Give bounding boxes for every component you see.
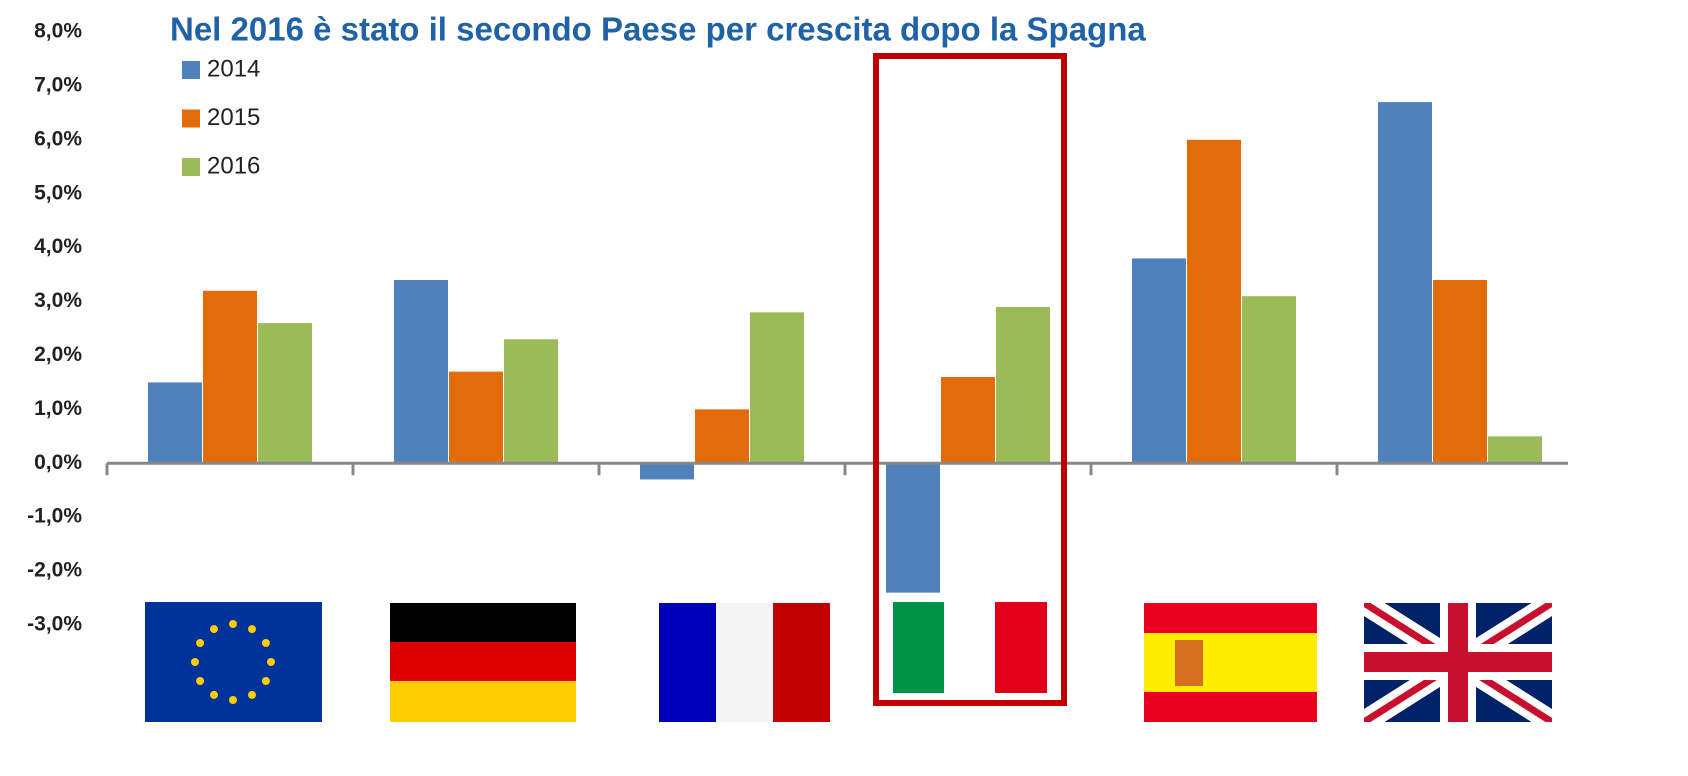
star xyxy=(196,677,205,685)
bar xyxy=(1378,102,1432,464)
bar xyxy=(1242,296,1296,464)
star xyxy=(248,625,256,634)
flag-es xyxy=(1144,603,1317,722)
legend-swatch xyxy=(182,61,200,79)
bar xyxy=(203,290,257,464)
star xyxy=(248,690,256,699)
chart-title: Nel 2016 è stato il secondo Paese per cr… xyxy=(170,11,1146,48)
y-tick-label: 8,0% xyxy=(34,20,82,43)
flag-it xyxy=(893,602,1047,693)
star xyxy=(210,625,218,634)
flag-fr xyxy=(659,603,830,722)
bar xyxy=(1433,279,1487,464)
bar xyxy=(1132,258,1186,464)
flag-uk xyxy=(1364,603,1552,722)
y-tick-label: 7,0% xyxy=(34,73,82,96)
y-tick-label: 4,0% xyxy=(34,235,82,258)
bar xyxy=(886,463,940,593)
y-tick-label: 5,0% xyxy=(34,181,82,204)
star xyxy=(267,658,275,666)
y-tick-label: 6,0% xyxy=(34,127,82,150)
legend-swatch xyxy=(182,158,200,176)
bar xyxy=(258,323,312,464)
y-tick-label: 3,0% xyxy=(34,289,82,312)
bar xyxy=(996,306,1050,464)
bar xyxy=(750,312,804,464)
flags xyxy=(145,602,1552,722)
star xyxy=(229,696,237,704)
y-tick-label: 0,0% xyxy=(34,451,82,474)
y-tick-label: 1,0% xyxy=(34,397,82,420)
y-tick-label: -1,0% xyxy=(27,505,82,528)
bar xyxy=(1488,436,1542,464)
bar xyxy=(394,279,448,464)
star xyxy=(196,639,205,647)
y-tick-label: 2,0% xyxy=(34,343,82,366)
bar xyxy=(449,371,503,464)
bar xyxy=(504,339,558,464)
star xyxy=(261,639,270,647)
legend-label: 2015 xyxy=(207,104,260,131)
star xyxy=(210,690,218,699)
legend-label: 2014 xyxy=(207,55,260,82)
flag-eu xyxy=(145,602,322,722)
star xyxy=(191,658,199,666)
star xyxy=(261,677,270,685)
bar xyxy=(640,463,694,480)
bar xyxy=(941,377,995,464)
bar xyxy=(148,382,202,464)
bar xyxy=(695,409,749,464)
legend-label: 2016 xyxy=(207,152,260,179)
flag-de xyxy=(390,603,576,722)
highlight-box xyxy=(873,53,1067,706)
y-tick-label: -3,0% xyxy=(27,613,82,636)
bar xyxy=(1187,139,1241,464)
legend-swatch xyxy=(182,109,200,128)
y-tick-label: -2,0% xyxy=(27,559,82,582)
star xyxy=(229,620,237,628)
